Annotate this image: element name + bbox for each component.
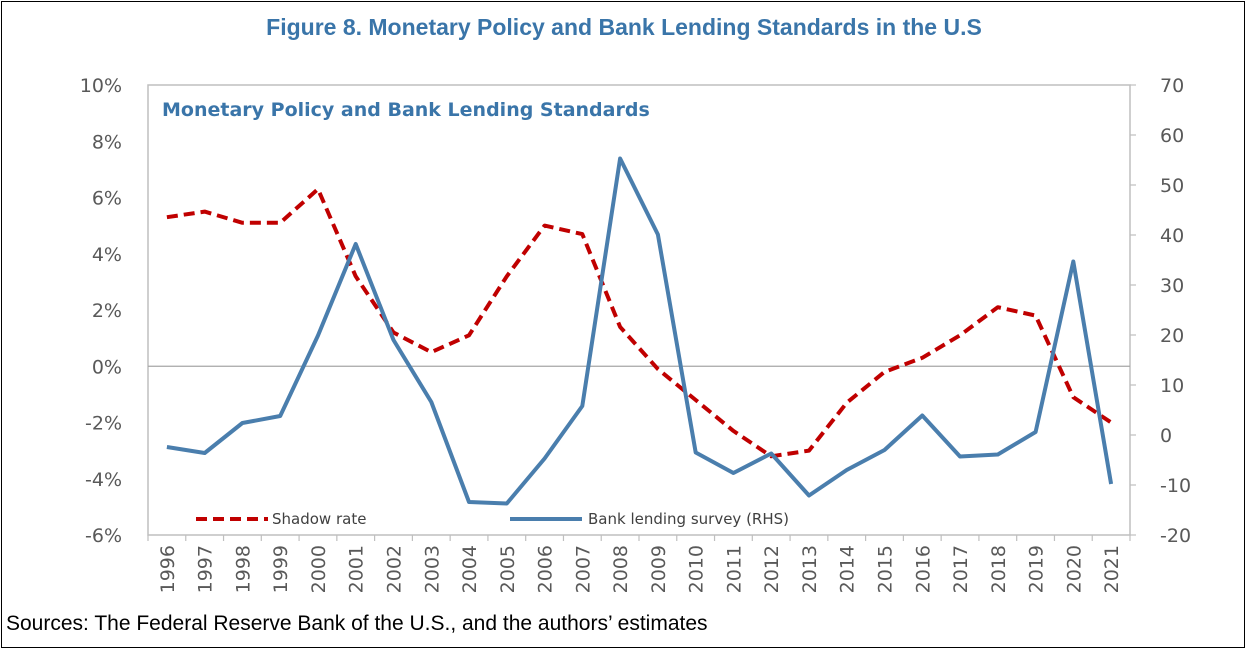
- x-tick-label: 2002: [384, 545, 406, 593]
- x-tick-label: 2020: [1063, 545, 1085, 593]
- chart-title: Monetary Policy and Bank Lending Standar…: [162, 99, 650, 121]
- series-layer: [166, 156, 1114, 506]
- x-tick-label: 2010: [686, 545, 708, 593]
- left-tick-label: 10%: [80, 75, 122, 97]
- right-tick-label: 20: [1160, 325, 1184, 347]
- legend-bank-lending-label: Bank lending survey (RHS): [588, 510, 789, 528]
- x-tick-label: 2012: [761, 545, 783, 593]
- x-tick-label: 2019: [1026, 545, 1048, 593]
- shadow-rate-line: [166, 187, 1113, 459]
- x-tick-label: 1999: [270, 545, 292, 593]
- left-tick-label: -4%: [85, 469, 122, 491]
- x-tick-label: 1998: [232, 545, 254, 593]
- right-tick-label: -20: [1160, 525, 1191, 547]
- x-tick-label: 2016: [912, 545, 934, 593]
- x-tick-label: 2009: [648, 545, 670, 593]
- right-tick-label: 0: [1160, 425, 1172, 447]
- left-tick-label: -2%: [85, 413, 122, 435]
- x-tick-label: 2014: [837, 545, 859, 593]
- legend: Shadow rate Bank lending survey (RHS): [196, 510, 789, 528]
- right-tick-label: 30: [1160, 275, 1184, 297]
- x-tick-label: 2013: [799, 545, 821, 593]
- left-tick-label: -6%: [85, 525, 122, 547]
- x-tick-label: 2006: [535, 545, 557, 593]
- bank-lending-line: [166, 156, 1114, 506]
- right-tick-label: 50: [1160, 175, 1184, 197]
- legend-shadow-rate-label: Shadow rate: [272, 510, 366, 528]
- x-tick-label: 2018: [988, 545, 1010, 593]
- right-tick-label: -10: [1160, 475, 1191, 497]
- right-tick-label: 40: [1160, 225, 1184, 247]
- left-tick-label: 2%: [92, 300, 122, 322]
- right-axis-ticks: -20 -10 0 10 20 30 40 50 60 70: [1130, 75, 1191, 547]
- x-tick-label: 1997: [195, 545, 217, 593]
- plot-border: [147, 84, 1131, 536]
- x-tick-label: 2003: [421, 545, 443, 593]
- left-axis-ticks: -6% -4% -2% 0% 2% 4% 6% 8% 10%: [80, 75, 122, 547]
- right-tick-label: 10: [1160, 375, 1184, 397]
- right-tick-label: 60: [1160, 125, 1184, 147]
- x-tick-label: 2011: [723, 545, 745, 593]
- x-tick-label: 2021: [1101, 545, 1123, 593]
- x-tick-label: 2017: [950, 545, 972, 593]
- x-tick-label: 2007: [572, 545, 594, 593]
- right-tick-label: 70: [1160, 75, 1184, 97]
- x-tick-label: 2005: [497, 545, 519, 593]
- left-tick-label: 4%: [92, 244, 122, 266]
- x-axis-ticks: 1996 1997 1998 1999 2000 2001 2002 2003 2004 2005…: [147, 535, 1131, 593]
- x-tick-label: 1996: [157, 545, 179, 593]
- x-tick-label: 2015: [875, 545, 897, 593]
- x-tick-label: 2004: [459, 545, 481, 593]
- figure-title: Figure 8. Monetary Policy and Bank Lendi…: [266, 14, 982, 40]
- left-tick-label: 8%: [92, 131, 122, 153]
- left-tick-label: 0%: [92, 356, 122, 378]
- plot-area: [147, 84, 1131, 536]
- x-tick-label: 2008: [610, 545, 632, 593]
- left-tick-label: 6%: [92, 188, 122, 210]
- footnote: Sources: The Federal Reserve Bank of the…: [6, 612, 708, 635]
- x-tick-label: 2000: [308, 545, 330, 593]
- x-tick-label: 2001: [346, 545, 368, 593]
